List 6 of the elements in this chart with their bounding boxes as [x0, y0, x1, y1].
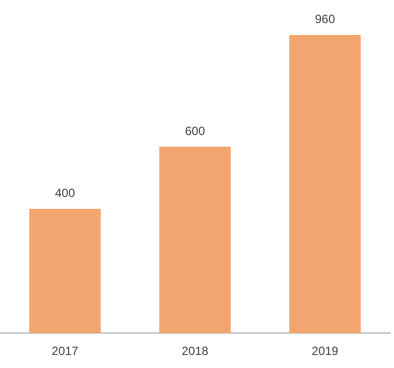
x-tick-label: 2018: [182, 344, 209, 358]
data-label: 960: [314, 12, 336, 26]
x-tick-label: 2017: [52, 344, 79, 358]
x-tick-label: 2019: [312, 344, 339, 358]
data-label: 400: [54, 186, 76, 200]
data-label: 600: [184, 124, 206, 138]
